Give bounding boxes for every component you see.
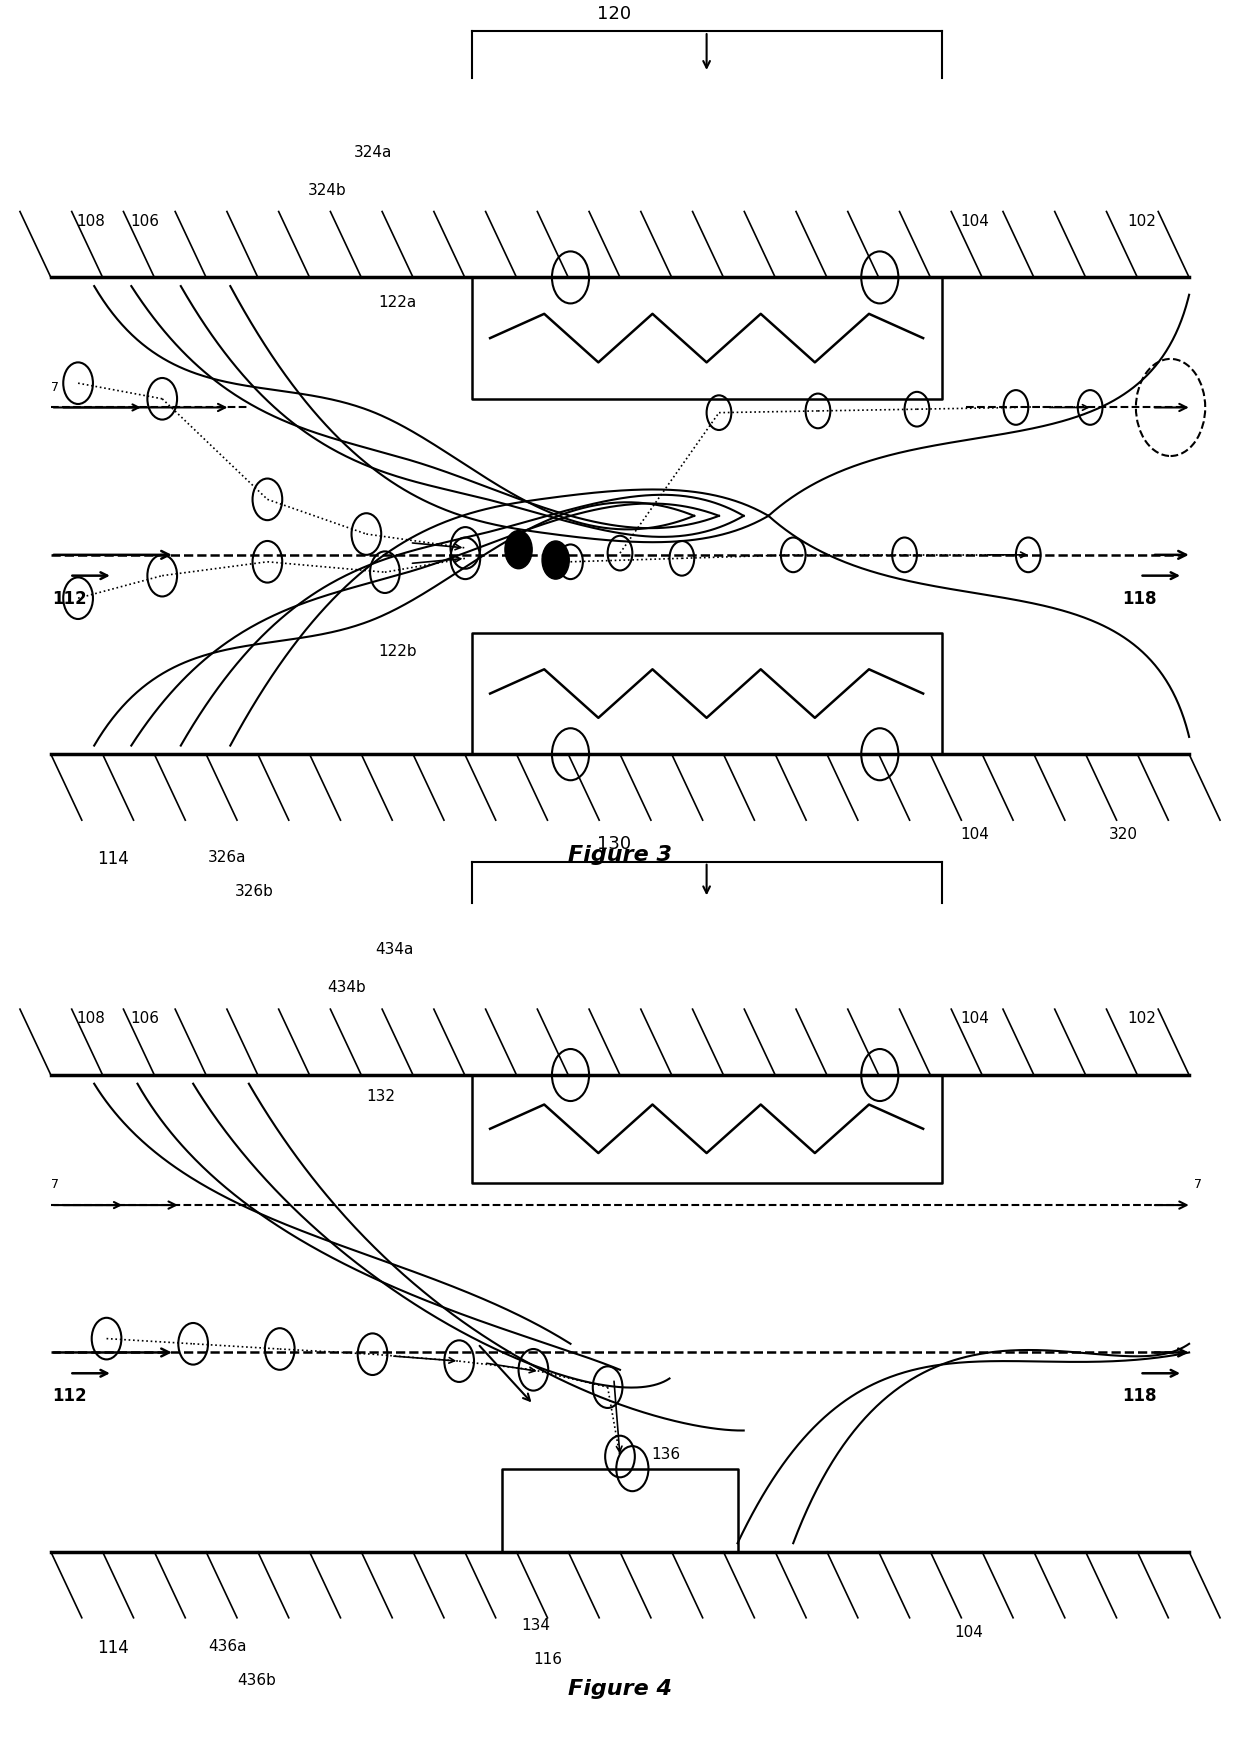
Text: 102: 102 <box>1127 215 1156 228</box>
Text: 108: 108 <box>76 215 105 228</box>
Text: 118: 118 <box>1122 589 1157 607</box>
Circle shape <box>542 541 569 579</box>
Text: Figure 3: Figure 3 <box>568 846 672 865</box>
Text: 106: 106 <box>130 1012 160 1027</box>
Text: 122b: 122b <box>378 644 418 659</box>
Text: 118: 118 <box>1122 1386 1157 1406</box>
Text: 326b: 326b <box>234 884 274 900</box>
Text: 320: 320 <box>1109 827 1138 842</box>
Text: 106: 106 <box>130 215 160 228</box>
Text: 132: 132 <box>366 1088 396 1104</box>
Text: 120: 120 <box>596 5 631 23</box>
Text: 114: 114 <box>97 1639 129 1657</box>
Text: 7: 7 <box>51 380 58 394</box>
Text: 122a: 122a <box>378 295 417 310</box>
Text: Figure 4: Figure 4 <box>568 1679 672 1699</box>
Text: 116: 116 <box>533 1653 563 1667</box>
Text: 7: 7 <box>51 1179 58 1191</box>
Text: 7: 7 <box>1194 1179 1202 1191</box>
Text: 114: 114 <box>97 849 129 867</box>
Text: 136: 136 <box>651 1448 680 1461</box>
Text: 134: 134 <box>521 1618 551 1632</box>
Text: 108: 108 <box>76 1012 105 1027</box>
Text: 324a: 324a <box>353 145 392 159</box>
Text: 104: 104 <box>960 215 990 228</box>
Text: 434b: 434b <box>327 980 366 996</box>
Text: 436a: 436a <box>208 1639 247 1653</box>
Text: 130: 130 <box>596 835 631 853</box>
Text: 102: 102 <box>1127 1012 1156 1027</box>
Text: 436b: 436b <box>237 1672 277 1688</box>
Text: 104: 104 <box>960 827 990 842</box>
Text: 104: 104 <box>954 1625 983 1639</box>
Text: 112: 112 <box>52 589 87 607</box>
Text: 324b: 324b <box>309 183 347 197</box>
Text: 112: 112 <box>52 1386 87 1406</box>
Text: 326a: 326a <box>208 849 247 865</box>
Circle shape <box>505 530 532 569</box>
Text: 104: 104 <box>960 1012 990 1027</box>
Text: 434a: 434a <box>374 942 413 957</box>
